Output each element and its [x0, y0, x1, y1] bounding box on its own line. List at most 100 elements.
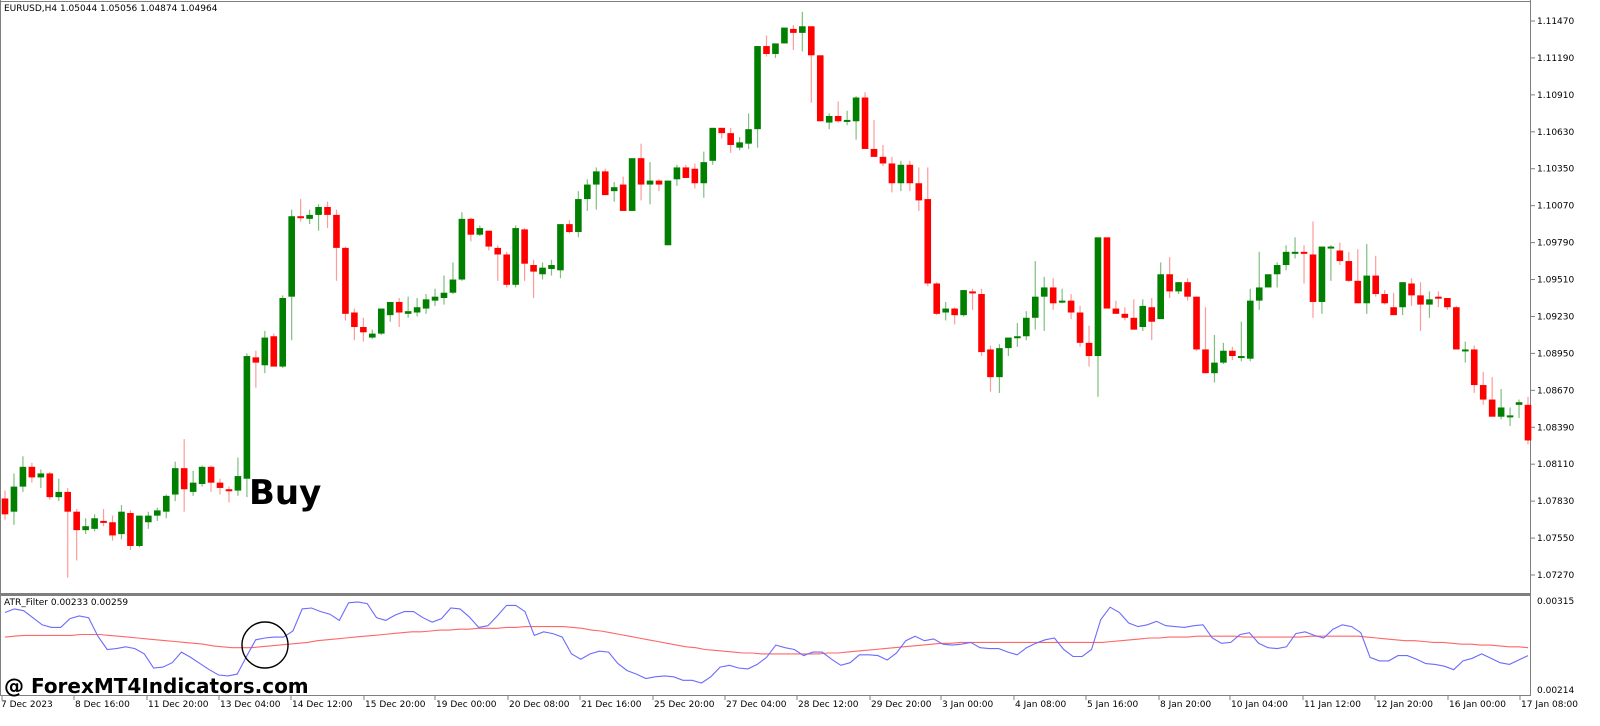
candle-body[interactable] [476, 228, 484, 235]
candle-body[interactable] [1318, 246, 1326, 302]
candle-body[interactable] [1166, 274, 1173, 292]
candle-body[interactable] [234, 476, 242, 491]
candle-body[interactable] [342, 247, 349, 314]
candle-body[interactable] [1506, 415, 1514, 418]
candle-body[interactable] [1336, 250, 1344, 262]
candle-body[interactable] [646, 180, 654, 185]
candle-body[interactable] [360, 327, 367, 333]
candle-body[interactable] [1273, 265, 1281, 275]
candle-body[interactable] [870, 148, 878, 157]
candle-body[interactable] [691, 168, 699, 184]
candle-body[interactable] [915, 183, 923, 201]
candle-body[interactable] [1479, 385, 1487, 400]
candle-body[interactable] [82, 526, 89, 531]
candle-body[interactable] [825, 115, 833, 123]
panel-separator[interactable] [0, 593, 1531, 596]
candle-body[interactable] [28, 466, 36, 478]
candle-body[interactable] [180, 468, 188, 490]
candle-body[interactable] [458, 218, 466, 280]
candle-body[interactable] [55, 491, 63, 498]
candle-body[interactable] [422, 299, 430, 309]
candle-body[interactable] [807, 26, 815, 56]
candle-body[interactable] [351, 312, 358, 328]
candle-body[interactable] [162, 495, 170, 512]
candle-body[interactable] [377, 308, 385, 334]
candle-body[interactable] [700, 162, 708, 184]
candle-body[interactable] [288, 216, 295, 297]
candle-body[interactable] [1515, 402, 1523, 405]
candle-body[interactable] [413, 307, 421, 313]
candle-body[interactable] [772, 43, 779, 54]
candle-body[interactable] [243, 356, 251, 479]
candle-body[interactable] [1345, 261, 1353, 281]
candle-body[interactable] [1040, 287, 1048, 297]
candle-body[interactable] [1291, 251, 1299, 254]
candle-body[interactable] [781, 27, 788, 44]
candle-body[interactable] [727, 133, 734, 145]
candle-body[interactable] [467, 218, 475, 235]
candle-body[interactable] [1184, 282, 1191, 297]
candle-body[interactable] [1264, 274, 1272, 288]
candle-body[interactable] [1, 498, 9, 515]
candle-body[interactable] [440, 292, 448, 298]
candle-body[interactable] [297, 216, 304, 219]
candle-body[interactable] [1417, 295, 1424, 305]
candle-body[interactable] [951, 308, 958, 316]
candle-body[interactable] [252, 357, 260, 363]
candle-body[interactable] [924, 199, 932, 284]
candle-body[interactable] [843, 119, 851, 122]
candle-body[interactable] [834, 115, 842, 122]
candle-body[interactable] [1139, 305, 1147, 328]
candle-body[interactable] [145, 515, 152, 523]
candle-body[interactable] [736, 142, 743, 148]
candle-body[interactable] [503, 254, 510, 285]
candle-body[interactable] [1130, 317, 1138, 330]
candle-body[interactable] [1444, 298, 1451, 308]
candle-body[interactable] [566, 224, 573, 233]
candle-body[interactable] [207, 466, 215, 483]
candle-body[interactable] [1327, 246, 1335, 249]
candle-body[interactable] [1488, 399, 1496, 417]
candle-body[interactable] [1148, 307, 1156, 322]
candle-body[interactable] [19, 466, 27, 487]
candle-body[interactable] [324, 206, 331, 215]
candle-body[interactable] [369, 333, 376, 338]
candle-body[interactable] [969, 291, 976, 294]
candle-body[interactable] [46, 473, 54, 498]
candle-body[interactable] [73, 511, 80, 531]
candle-body[interactable] [637, 158, 645, 185]
candle-body[interactable] [1005, 337, 1012, 349]
candle-body[interactable] [315, 206, 322, 215]
candle-body[interactable] [198, 466, 206, 484]
candle-body[interactable] [1363, 275, 1371, 304]
candle-body[interactable] [512, 228, 519, 285]
candle-body[interactable] [1049, 287, 1057, 304]
candle-body[interactable] [171, 468, 179, 495]
candle-body[interactable] [10, 486, 18, 512]
candle-body[interactable] [270, 336, 278, 367]
candle-body[interactable] [279, 298, 287, 367]
candle-body[interactable] [154, 510, 161, 516]
candle-body[interactable] [1157, 274, 1164, 320]
candle-body[interactable] [64, 491, 72, 512]
candle-body[interactable] [1426, 299, 1433, 305]
candle-body[interactable] [261, 337, 269, 366]
candle-body[interactable] [1399, 282, 1406, 308]
candle-body[interactable] [1112, 308, 1120, 314]
candle-body[interactable] [1246, 300, 1254, 359]
candle-body[interactable] [1238, 356, 1245, 359]
candle-body[interactable] [933, 283, 941, 314]
candle-body[interactable] [906, 164, 914, 184]
candle-body[interactable] [386, 301, 394, 316]
candle-body[interactable] [1220, 350, 1227, 363]
candle-body[interactable] [1103, 237, 1111, 309]
candle-body[interactable] [1453, 307, 1460, 350]
candle-body[interactable] [1023, 317, 1030, 337]
candle-body[interactable] [664, 180, 672, 246]
candle-body[interactable] [1497, 407, 1505, 417]
candle-body[interactable] [619, 184, 627, 211]
candle-body[interactable] [1435, 296, 1442, 299]
candle-body[interactable] [100, 520, 107, 523]
candle-body[interactable] [1381, 294, 1388, 304]
candle-body[interactable] [610, 187, 618, 192]
